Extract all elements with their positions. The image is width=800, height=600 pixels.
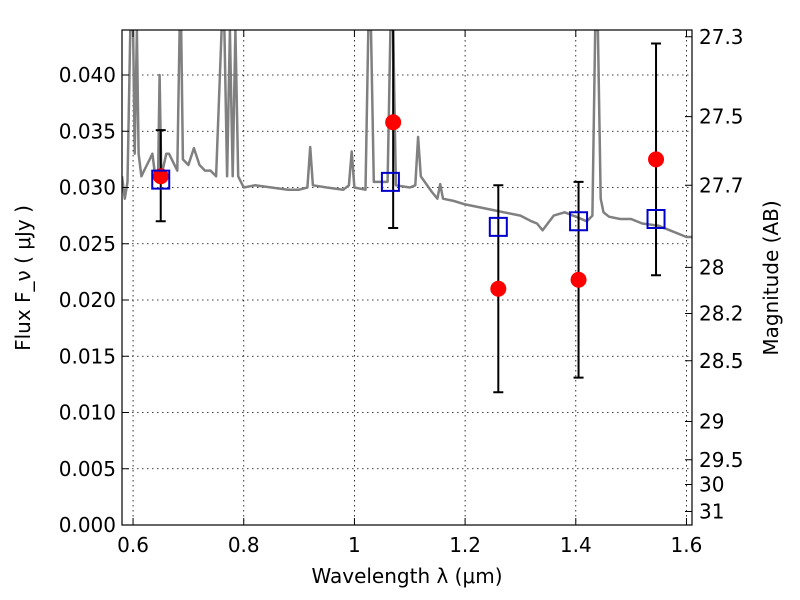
model-photometry-point xyxy=(646,209,666,229)
x-axis-label: Wavelength λ (μm) xyxy=(311,564,502,588)
model-photometry-point xyxy=(488,216,508,237)
x-tick-label: 1 xyxy=(348,533,361,557)
grid xyxy=(122,30,692,526)
y-tick-label: 0.020 xyxy=(59,288,116,312)
y-tick-label: 0.005 xyxy=(59,457,116,481)
y-tick-label: 0.030 xyxy=(59,176,116,200)
observed-point xyxy=(570,271,587,288)
plot-frame xyxy=(121,29,693,526)
observed-point xyxy=(648,151,665,168)
spectrum-line xyxy=(122,30,692,239)
x-tick-label: 0.6 xyxy=(117,533,149,557)
y-tick-label: 0.035 xyxy=(59,119,116,143)
y2-tick-label: 28.5 xyxy=(699,349,744,373)
plot-area xyxy=(122,30,692,394)
y-tick-label: 0.025 xyxy=(59,232,116,256)
model-photometry-point xyxy=(380,171,400,192)
model-photometry-point xyxy=(151,169,171,190)
x-tick-label: 1.6 xyxy=(671,533,703,557)
y2-tick-label: 30 xyxy=(699,473,724,497)
y2-tick-label: 27.7 xyxy=(699,173,744,197)
x-tick-label: 0.8 xyxy=(228,533,260,557)
y2-tick-label: 27.3 xyxy=(699,25,744,49)
y2-axis-label: Magnitude (AB) xyxy=(759,200,783,355)
y2-tick-label: 27.5 xyxy=(699,105,744,129)
x-tick-label: 1.4 xyxy=(560,533,592,557)
y2-tick-label: 29 xyxy=(699,410,724,434)
x-tick-label: 1.2 xyxy=(449,533,481,557)
y2-tick-label: 28.2 xyxy=(699,302,744,326)
observed-point xyxy=(490,280,507,297)
y2-tick-label: 31 xyxy=(699,500,724,524)
y2-tick-label: 28 xyxy=(699,255,724,279)
ticks: 0.6 0.8 1 1.2 1.4 1.6 0.000 0.005 0.010 0.015 0.02… xyxy=(59,25,744,557)
observed-point xyxy=(385,114,402,131)
y2-tick-label: 29.5 xyxy=(699,448,744,472)
y-tick-label: 0.000 xyxy=(59,513,116,537)
y-axis-label: Flux F_ν ( μJy ) xyxy=(11,205,35,351)
y-tick-label: 0.040 xyxy=(59,63,116,87)
model-photometry-point xyxy=(569,211,589,232)
y-tick-label: 0.015 xyxy=(59,344,116,368)
y-tick-label: 0.010 xyxy=(59,401,116,425)
